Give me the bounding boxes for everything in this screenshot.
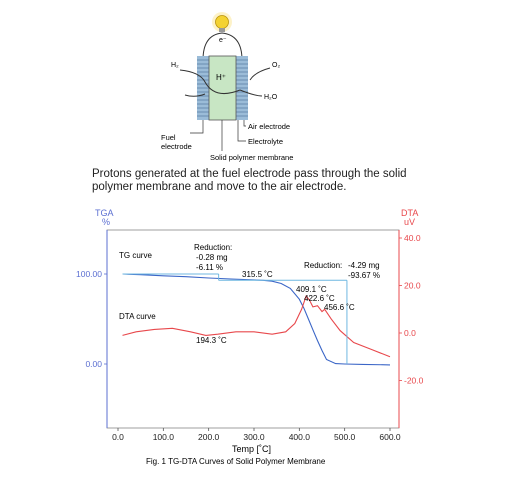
chart-series [122, 273, 391, 366]
tga-axis-unit: % [102, 217, 110, 227]
h2-label: H₂ [171, 62, 179, 69]
figure-title: Fig. 1 TG-DTA Curves of Solid Polymer Me… [146, 457, 326, 466]
electrode-hatching [197, 59, 248, 117]
reduction-1-title: Reduction: [194, 243, 232, 252]
air-electrode-label: Air electrode [248, 122, 290, 131]
hydrogen-flow-arrow [179, 69, 241, 95]
peak-422-label: 422.6 ˚C [304, 294, 335, 303]
peak-409-label: 409.1 ˚C [296, 285, 327, 294]
x-tick-label: 500.0 [334, 432, 356, 442]
reduction-1-mg: -0.28 mg [196, 253, 228, 262]
tg-curve-line [122, 273, 391, 366]
tga-tick-label: 100.00 [76, 269, 102, 279]
dta-curve-line [122, 295, 391, 358]
x-tick-label: 600.0 [379, 432, 401, 442]
plot-frame [106, 229, 400, 429]
dta-tick-label: 40.0 [404, 233, 421, 243]
tg-curve-label: TG curve [119, 251, 152, 260]
reduction-2-title: Reduction: [304, 261, 342, 270]
x-tick-label: 0.0 [112, 432, 124, 442]
electrolyte-label: Electrolyte [248, 137, 283, 146]
dta-axis-unit: uV [404, 217, 415, 227]
dta-curve-label: DTA curve [119, 312, 156, 321]
diagram-caption: Protons generated at the fuel electrode … [92, 168, 452, 194]
label-leaders [190, 120, 246, 151]
x-tick-label: 300.0 [243, 432, 265, 442]
chart-axes: 0.0 100.0 200.0 300.0 400.0 500.0 600.0 100.00 0… [76, 233, 424, 442]
reduction-2-mg: -4.29 mg [348, 261, 380, 270]
x-tick-label: 400.0 [289, 432, 311, 442]
oxygen-flow-arrow [249, 67, 271, 81]
dta-tick-label: 0.0 [404, 328, 416, 338]
peak-456-label: 456.6 ˚C [324, 303, 355, 312]
electron-label: e⁻ [219, 37, 227, 44]
reduction-2-pct: -93.67 % [348, 271, 380, 280]
external-circuit-wire [202, 32, 243, 61]
peak-315-label: 315.5 ˚C [242, 270, 273, 279]
tg-dta-chart: 0.0 100.0 200.0 300.0 400.0 500.0 600.0 100.00 0… [76, 208, 424, 466]
fuel-electrode-label-1: Fuel [161, 133, 176, 142]
dta-tick-label: 20.0 [404, 281, 421, 291]
proton-label: H⁺ [216, 73, 226, 82]
o2-label: O₂ [272, 62, 280, 69]
reduction-1-pct: -6.11 % [196, 263, 223, 272]
fuel-electrode-label-2: electrode [161, 142, 192, 151]
water-flow-arrow [239, 89, 263, 97]
dta-tick-label: -20.0 [404, 376, 424, 386]
light-bulb-icon [212, 12, 232, 32]
x-axis-label: Temp [˚C] [232, 444, 271, 454]
peak-194-label: 194.3 ˚C [196, 336, 227, 345]
tga-tick-label: 0.00 [85, 359, 102, 369]
return-flow-arrow [184, 93, 206, 97]
fuel-cell-diagram: e⁻ H⁺ H₂ O₂ H₂O Air electrode Fuel [161, 12, 293, 162]
water-label: H₂O [264, 94, 278, 101]
chart-annotations: TGA % DTA uV TG curve DTA curve Reductio… [95, 208, 418, 466]
caption-line-2: polymer membrane and move to the air ele… [92, 181, 347, 193]
membrane-label: Solid polymer membrane [210, 153, 293, 162]
tga-axis-title: TGA [95, 208, 114, 218]
dta-axis-title: DTA [401, 208, 418, 218]
x-tick-label: 200.0 [198, 432, 220, 442]
solid-polymer-membrane [208, 55, 237, 121]
x-tick-label: 100.0 [153, 432, 175, 442]
caption-line-1: Protons generated at the fuel electrode … [92, 168, 407, 180]
